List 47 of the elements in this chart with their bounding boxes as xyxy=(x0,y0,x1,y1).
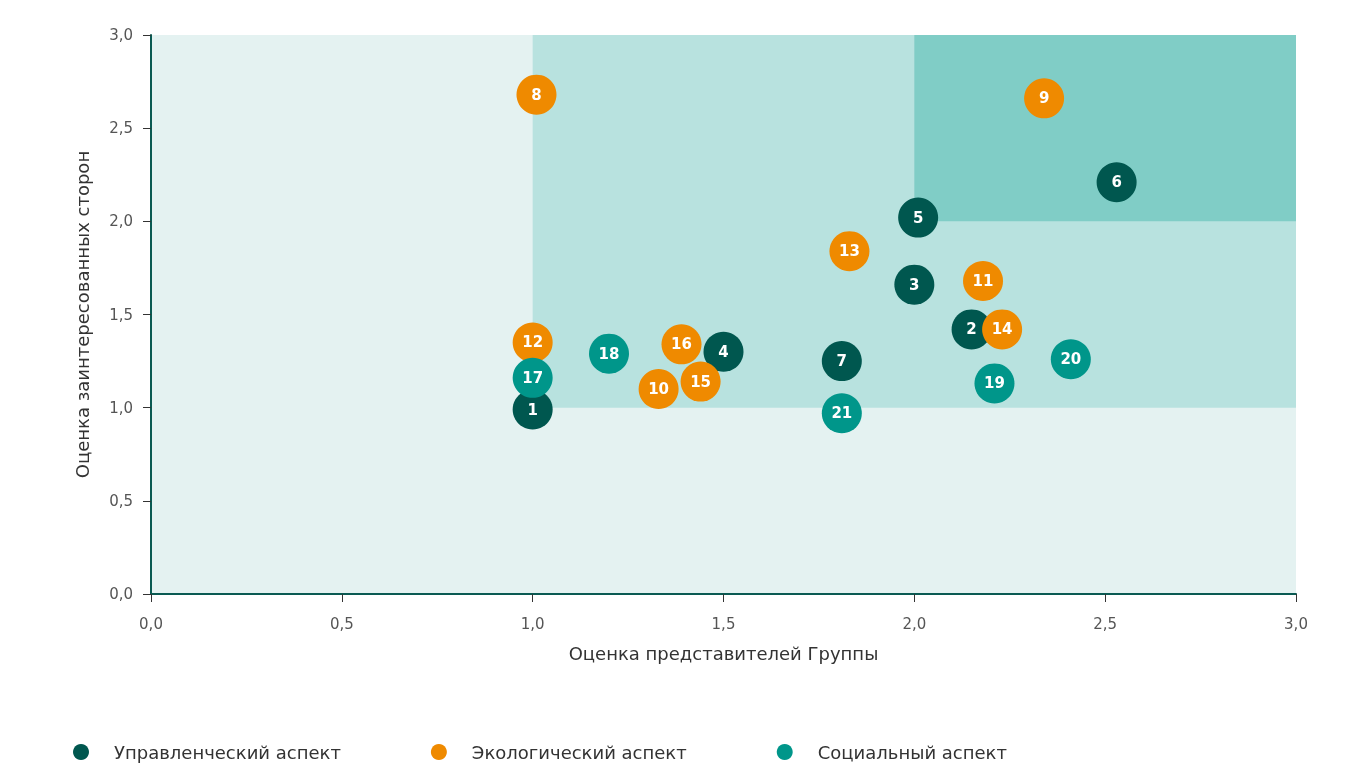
x-axis-title: Оценка представителей Группы xyxy=(568,642,879,664)
annotation: 12 xyxy=(522,333,544,352)
x-tick-label: 0,5 xyxy=(329,614,354,633)
annotation: 17 xyxy=(522,368,544,387)
annotation: 19 xyxy=(984,374,1005,393)
y-axis-title: Оценка заинтересованных сторон xyxy=(71,150,93,479)
x-tick-label: 2,5 xyxy=(1093,614,1118,633)
y-tick-label: 0,0 xyxy=(109,585,133,603)
annotation: 16 xyxy=(671,335,692,354)
y-tick-label: 1,5 xyxy=(109,305,133,324)
annotation: 20 xyxy=(1060,350,1082,369)
annotation: 5 xyxy=(912,208,924,227)
x-tick-label: 2,0 xyxy=(902,614,927,633)
x-tick-label: 3,0 xyxy=(1284,614,1308,633)
annotation: 15 xyxy=(690,372,712,391)
point xyxy=(898,197,939,238)
point xyxy=(516,74,557,115)
annotation: 11 xyxy=(972,271,994,290)
annotation: 6 xyxy=(1111,173,1122,192)
x-tick-label: 0,0 xyxy=(139,614,163,633)
point xyxy=(1096,162,1137,203)
x-tick-label: 1,5 xyxy=(711,614,736,633)
point xyxy=(894,264,935,305)
x-tick-label: 1,0 xyxy=(520,614,545,633)
annotation: 13 xyxy=(839,242,860,261)
legend-label: Управленческий аспект xyxy=(114,741,341,763)
annotation: 7 xyxy=(836,352,848,371)
annotation: 10 xyxy=(648,380,670,399)
annotation: 9 xyxy=(1038,89,1050,108)
y-tick-label: 2,0 xyxy=(109,212,133,231)
annotation: 2 xyxy=(966,320,977,339)
legend-label: Социальный аспект xyxy=(817,741,1007,763)
point xyxy=(703,331,744,372)
y-tick-label: 2,5 xyxy=(109,119,133,138)
annotation: 8 xyxy=(531,85,542,104)
annotation: 14 xyxy=(991,320,1013,339)
annotation: 3 xyxy=(909,275,920,294)
point xyxy=(821,341,862,382)
point xyxy=(1024,78,1065,119)
legend-label: Экологический аспект xyxy=(471,741,687,763)
y-tick-label: 0,5 xyxy=(109,491,133,510)
annotation: 4 xyxy=(718,342,729,361)
y-tick-label: 1,0 xyxy=(109,398,133,417)
annotation: 18 xyxy=(598,344,620,363)
annotation: 1 xyxy=(527,400,538,419)
y-tick-label: 3,0 xyxy=(109,26,133,44)
annotation: 21 xyxy=(831,404,853,423)
